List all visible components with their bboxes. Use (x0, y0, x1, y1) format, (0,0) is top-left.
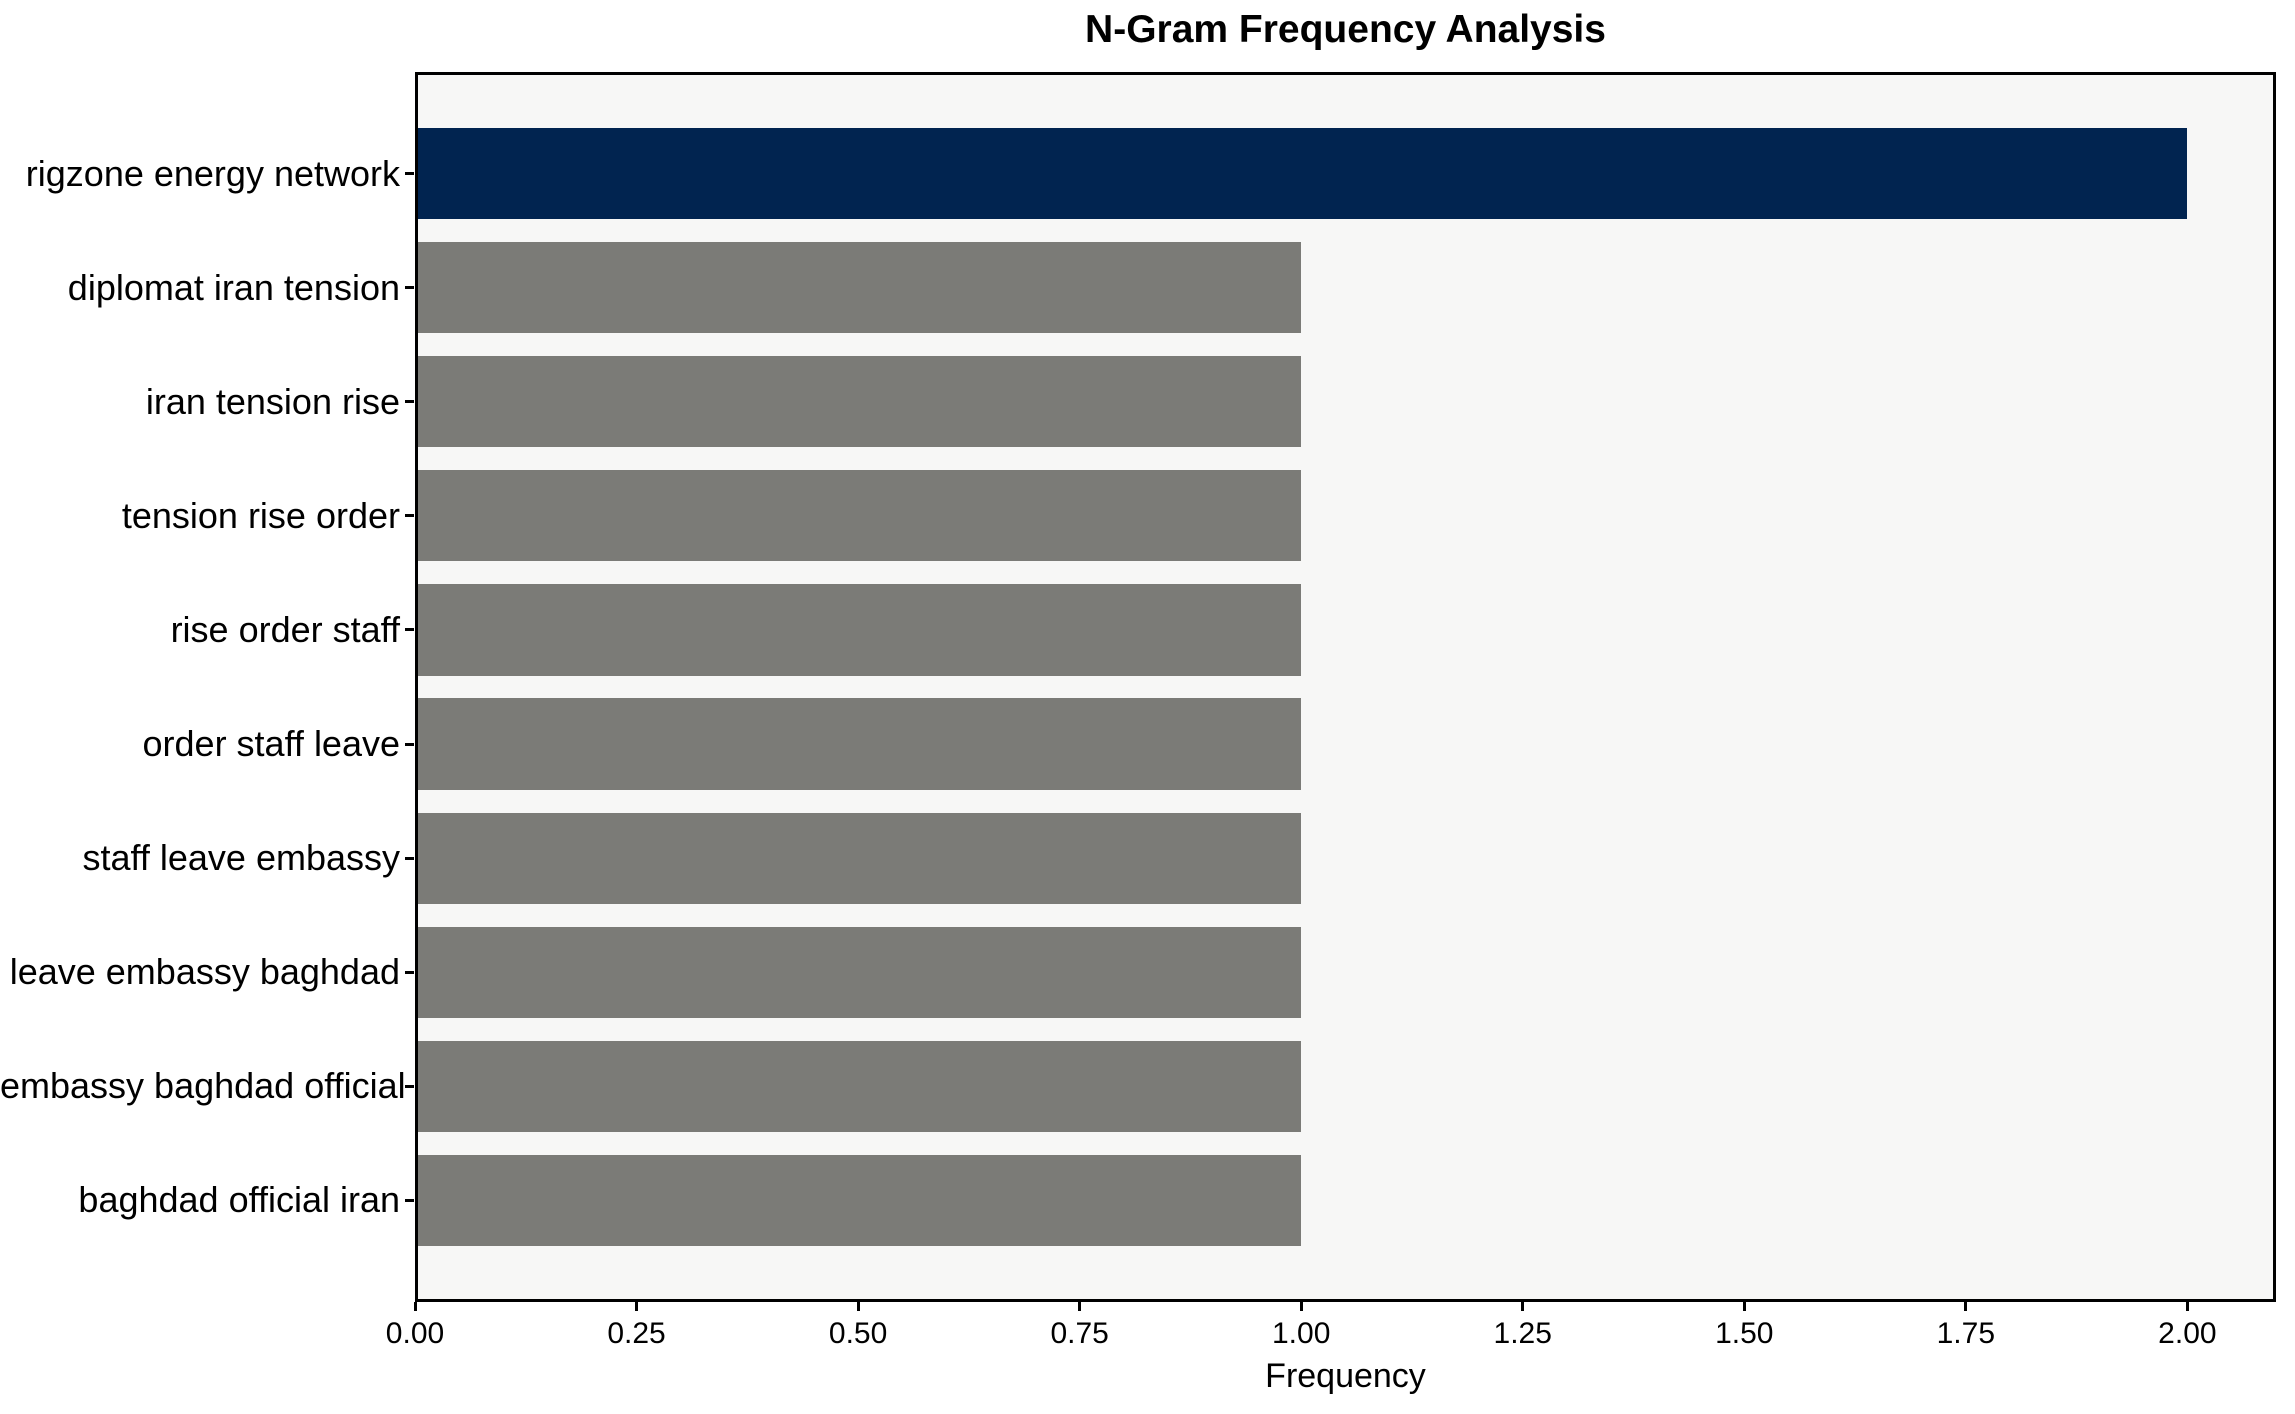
x-tick-label-0.00: 0.00 (385, 1317, 445, 1350)
y-tick-diplomat-iran-tension (405, 286, 414, 290)
x-tick-label-0.75: 0.75 (1050, 1317, 1109, 1350)
x-tick-label-1.50: 1.50 (1715, 1317, 1774, 1350)
y-tick-label-diplomat-iran-tension: diplomat iran tension (67, 266, 400, 308)
bar-embassy-baghdad-official (418, 1040, 1302, 1132)
x-tick-label-0.50: 0.50 (828, 1317, 888, 1350)
x-tick-1.75 (1964, 1302, 1968, 1311)
y-tick-order-staff-leave (405, 742, 414, 746)
x-tick-2.00 (2185, 1302, 2189, 1311)
x-tick-1.25 (1521, 1302, 1525, 1311)
y-tick-label-leave-embassy-baghdad: leave embassy baghdad (9, 951, 400, 993)
y-tick-label-rigzone-energy-network: rigzone energy network (25, 152, 400, 194)
y-tick-baghdad-official-iran (405, 1198, 414, 1202)
y-tick-embassy-baghdad-official (405, 1084, 414, 1088)
y-tick-rigzone-energy-network (405, 172, 414, 176)
bar-iran-tension-rise (418, 356, 1302, 448)
bar-tension-rise-order (418, 470, 1302, 562)
bar-order-staff-leave (418, 698, 1302, 790)
y-tick-leave-embassy-baghdad (405, 970, 414, 974)
y-tick-staff-leave-embassy (405, 856, 414, 860)
chart-title: N-Gram Frequency Analysis (1085, 8, 1606, 51)
bar-baghdad-official-iran (418, 1154, 1302, 1247)
x-tick-1.00 (1299, 1302, 1303, 1311)
y-tick-label-baghdad-official-iran: baghdad official iran (78, 1179, 400, 1221)
x-tick-0.00 (413, 1302, 417, 1311)
x-tick-label-0.25: 0.25 (607, 1317, 666, 1350)
x-tick-0.25 (635, 1302, 639, 1311)
y-tick-rise-order-staff (405, 628, 414, 632)
x-tick-0.75 (1078, 1302, 1082, 1311)
y-tick-label-order-staff-leave: order staff leave (142, 723, 400, 765)
bar-staff-leave-embassy (418, 812, 1302, 904)
y-tick-label-tension-rise-order: tension rise order (121, 494, 400, 536)
y-tick-iran-tension-rise (405, 400, 414, 404)
y-tick-label-iran-tension-rise: iran tension rise (145, 380, 400, 422)
bar-rise-order-staff (418, 584, 1302, 676)
bar-leave-embassy-baghdad (418, 926, 1302, 1018)
x-axis-label: Frequency (1265, 1357, 1426, 1395)
x-tick-label-1.00: 1.00 (1271, 1317, 1331, 1350)
x-tick-label-1.25: 1.25 (1493, 1317, 1552, 1350)
bar-diplomat-iran-tension (418, 242, 1302, 334)
x-tick-label-1.75: 1.75 (1936, 1317, 1996, 1350)
y-tick-tension-rise-order (405, 514, 414, 518)
x-tick-0.50 (856, 1302, 860, 1311)
x-tick-1.50 (1742, 1302, 1746, 1311)
y-tick-label-embassy-baghdad-official: embassy baghdad official (0, 1065, 406, 1107)
y-tick-label-staff-leave-embassy: staff leave embassy (82, 837, 401, 879)
bar-rigzone-energy-network (418, 127, 2188, 220)
x-tick-label-2.00: 2.00 (2158, 1317, 2217, 1350)
y-tick-label-rise-order-staff: rise order staff (170, 608, 400, 650)
